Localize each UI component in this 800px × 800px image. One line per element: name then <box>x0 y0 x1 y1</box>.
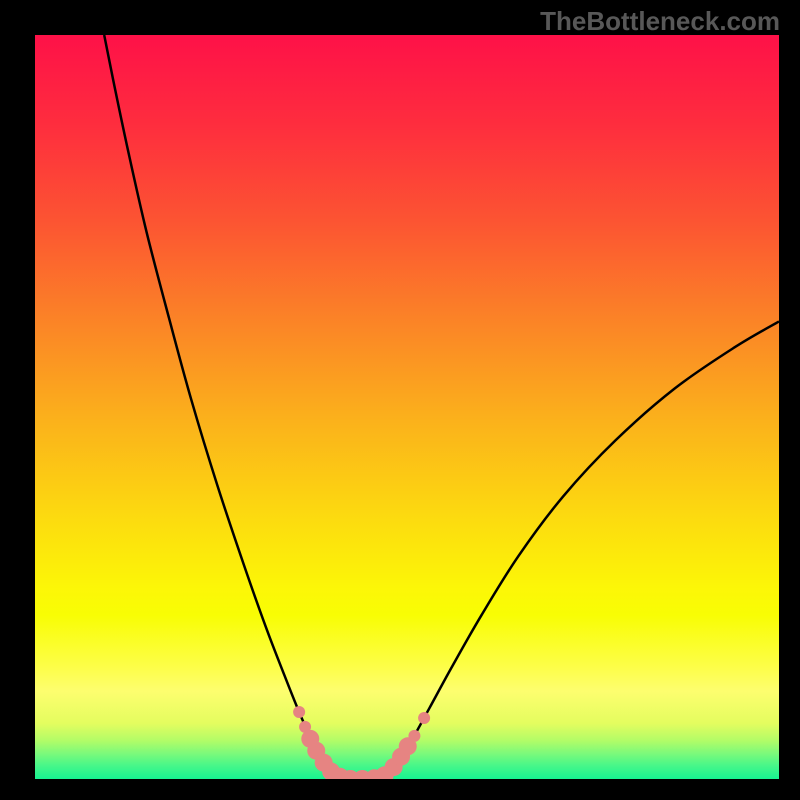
curve-right-branch <box>347 321 779 779</box>
data-marker <box>293 706 305 718</box>
data-marker <box>408 730 420 742</box>
chart-container: TheBottleneck.com <box>0 0 800 800</box>
curve-left-branch <box>104 35 347 779</box>
curve-overlay <box>35 35 779 779</box>
data-marker <box>418 712 430 724</box>
watermark-text: TheBottleneck.com <box>540 6 780 37</box>
plot-area <box>35 35 779 779</box>
